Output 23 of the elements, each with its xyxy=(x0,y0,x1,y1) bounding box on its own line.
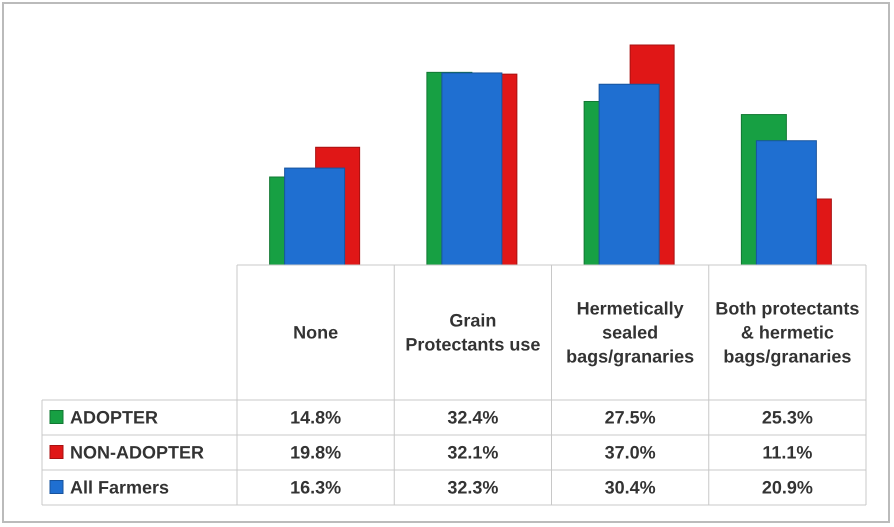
x-tick-label: Grain Protectants use xyxy=(405,310,540,354)
bar xyxy=(441,72,502,266)
bar xyxy=(598,84,660,266)
data-label: 30.4% xyxy=(604,478,656,498)
x-tick-label: Hermetically sealed bags/granaries xyxy=(566,298,694,366)
data-label: 16.3% xyxy=(290,478,342,498)
legend-label: ADOPTER xyxy=(70,408,158,428)
data-label: 37.0% xyxy=(604,442,656,462)
data-label: 27.5% xyxy=(604,408,656,428)
x-tick-label: None xyxy=(293,322,338,342)
data-label: 19.8% xyxy=(290,442,342,462)
bar xyxy=(284,168,346,266)
data-label: 14.8% xyxy=(290,408,342,428)
data-label: 25.3% xyxy=(762,408,813,428)
x-tick-label: Both protectants & hermetic bags/granaries xyxy=(715,298,860,366)
data-label: 32.1% xyxy=(447,442,498,462)
legend-label: NON-ADOPTER xyxy=(70,442,204,462)
data-label: 32.4% xyxy=(447,408,498,428)
data-label: 32.3% xyxy=(447,478,498,498)
bar xyxy=(756,140,817,266)
data-label: 11.1% xyxy=(762,442,812,462)
data-label: 20.9% xyxy=(762,478,813,498)
legend-label: All Farmers xyxy=(70,478,170,498)
